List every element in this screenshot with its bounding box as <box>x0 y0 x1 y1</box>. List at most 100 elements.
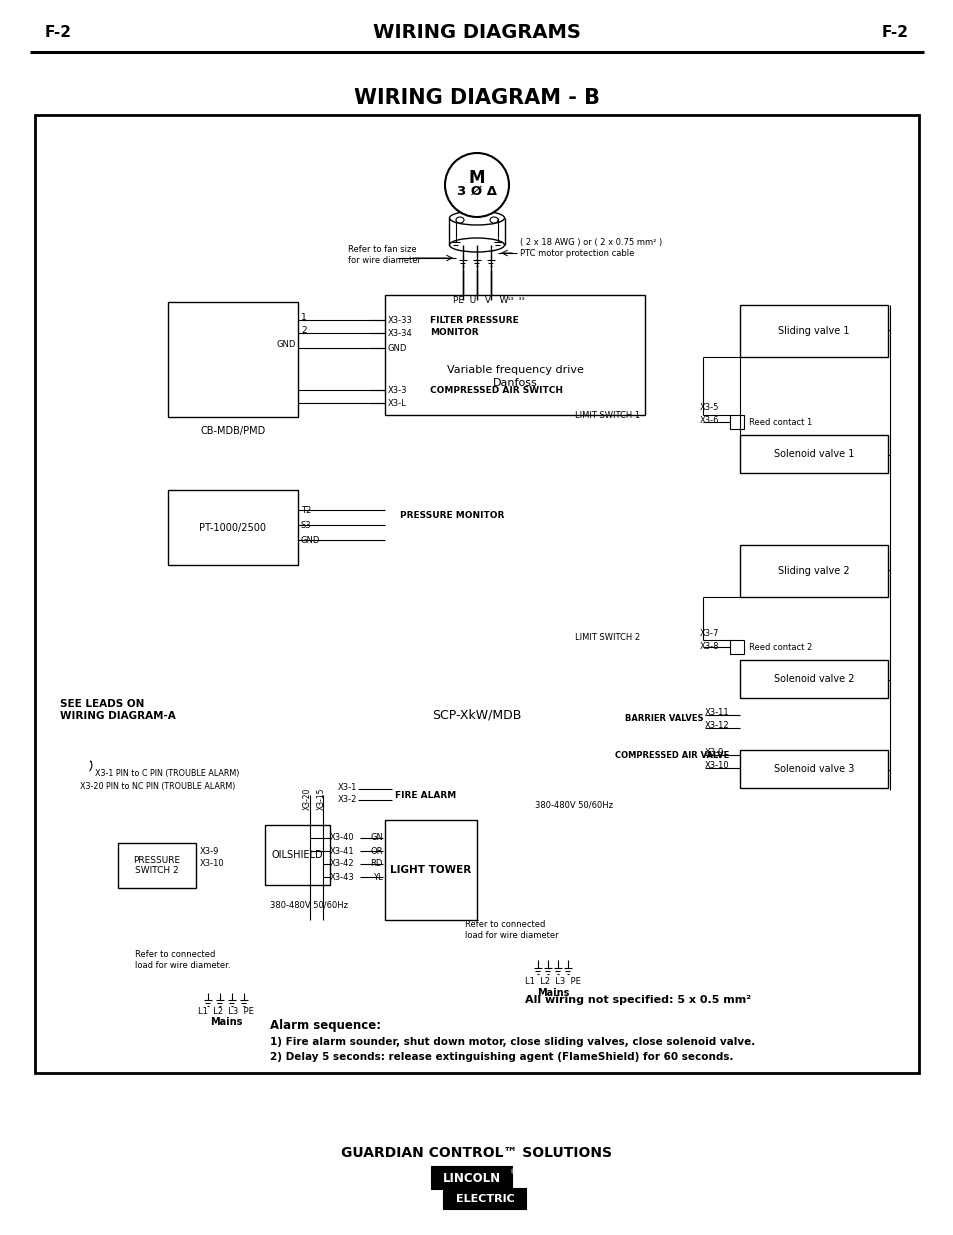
Text: YL: YL <box>373 872 382 882</box>
Text: GUARDIAN CONTROL™ SOLUTIONS: GUARDIAN CONTROL™ SOLUTIONS <box>341 1146 612 1160</box>
Text: X3-41: X3-41 <box>330 846 355 856</box>
Text: CB-MDB/PMD: CB-MDB/PMD <box>200 426 265 436</box>
Text: PE  U   V   W: PE U V W <box>453 295 508 305</box>
Text: PT-1000/2500: PT-1000/2500 <box>199 522 266 532</box>
Text: COMPRESSED AIR SWITCH: COMPRESSED AIR SWITCH <box>430 385 562 394</box>
Text: 380-480V 50/60Hz: 380-480V 50/60Hz <box>535 800 613 809</box>
Text: 2: 2 <box>301 326 306 335</box>
Text: ( 2 x 18 AWG ) or ( 2 x 0.75 mm² )
PTC motor protection cable: ( 2 x 18 AWG ) or ( 2 x 0.75 mm² ) PTC m… <box>519 238 661 258</box>
Text: X3-1: X3-1 <box>337 783 356 793</box>
Text: GN: GN <box>370 834 382 842</box>
Text: L1  L2  L3  PE: L1 L2 L3 PE <box>198 1008 253 1016</box>
Text: WIRING DIAGRAM - B: WIRING DIAGRAM - B <box>354 88 599 107</box>
Bar <box>432 1167 512 1189</box>
Text: ®: ® <box>510 1170 517 1174</box>
Bar <box>740 435 887 473</box>
Text: All wiring not specified: 5 x 0.5 mm²: All wiring not specified: 5 x 0.5 mm² <box>524 995 750 1005</box>
Text: X3-8: X3-8 <box>700 641 719 651</box>
Text: X3-20 PIN to NC PIN (TROUBLE ALARM): X3-20 PIN to NC PIN (TROUBLE ALARM) <box>80 782 235 790</box>
Text: X3-9: X3-9 <box>704 747 723 757</box>
Text: FILTER PRESSURE: FILTER PRESSURE <box>430 315 518 325</box>
Text: X3-34: X3-34 <box>388 329 413 337</box>
Text: LIGHT TOWER: LIGHT TOWER <box>390 864 471 876</box>
Text: MONITOR: MONITOR <box>430 327 478 336</box>
Text: X3-42: X3-42 <box>330 860 355 868</box>
Bar <box>740 545 887 597</box>
Text: X3-10: X3-10 <box>704 761 729 769</box>
Text: X3-12: X3-12 <box>704 720 729 730</box>
Text: Danfoss: Danfoss <box>492 378 537 388</box>
Text: SEE LEADS ON
WIRING DIAGRAM-A: SEE LEADS ON WIRING DIAGRAM-A <box>60 699 175 721</box>
Text: X3-2: X3-2 <box>337 795 356 804</box>
Text: PRESSURE MONITOR: PRESSURE MONITOR <box>399 510 504 520</box>
Text: Mains: Mains <box>537 988 569 998</box>
Text: F-2: F-2 <box>882 25 908 40</box>
Text: Sliding valve 1: Sliding valve 1 <box>778 326 849 336</box>
Text: GND: GND <box>301 536 320 545</box>
Text: FIRE ALARM: FIRE ALARM <box>395 790 456 799</box>
Bar <box>729 640 743 655</box>
Text: X3-1 PIN to C PIN (TROUBLE ALARM): X3-1 PIN to C PIN (TROUBLE ALARM) <box>95 768 239 778</box>
Bar <box>168 303 297 417</box>
Text: ELECTRIC: ELECTRIC <box>456 1194 514 1204</box>
Text: Refer to fan size
for wire diameter: Refer to fan size for wire diameter <box>348 246 420 264</box>
Bar <box>740 750 887 788</box>
Text: X3-7: X3-7 <box>700 629 719 637</box>
Text: LINCOLN: LINCOLN <box>442 1172 500 1184</box>
Text: LIMIT SWITCH 2: LIMIT SWITCH 2 <box>575 632 639 641</box>
Text: Reed contact 2: Reed contact 2 <box>748 642 811 652</box>
Bar <box>168 490 297 564</box>
Text: X3-20: X3-20 <box>302 788 312 810</box>
Text: X3-9: X3-9 <box>200 847 219 857</box>
Text: X3-10: X3-10 <box>200 858 224 867</box>
Text: 2) Delay 5 seconds: release extinguishing agent (FlameShield) for 60 seconds.: 2) Delay 5 seconds: release extinguishin… <box>270 1052 733 1062</box>
Text: Solenoid valve 1: Solenoid valve 1 <box>773 450 853 459</box>
Ellipse shape <box>449 211 504 225</box>
FancyArrowPatch shape <box>90 761 91 771</box>
Text: OR: OR <box>370 846 382 856</box>
Text: Reed contact 1: Reed contact 1 <box>748 417 811 426</box>
Text: Variable frequency drive: Variable frequency drive <box>446 366 583 375</box>
Text: X3-L: X3-L <box>388 399 406 408</box>
Text: X3-5: X3-5 <box>700 403 719 411</box>
Text: GND: GND <box>276 340 295 348</box>
Text: L1  L2  L3  PE: L1 L2 L3 PE <box>524 977 580 987</box>
Text: SCP-XkW/MDB: SCP-XkW/MDB <box>432 709 521 721</box>
Bar <box>35 115 918 1073</box>
Text: GND: GND <box>388 343 407 352</box>
Text: 1) Fire alarm sounder, shut down motor, close sliding valves, close solenoid val: 1) Fire alarm sounder, shut down motor, … <box>270 1037 755 1047</box>
Text: X3-11: X3-11 <box>704 708 729 716</box>
Text: ¹³  ³³: ¹³ ³³ <box>497 295 524 305</box>
Text: Mains: Mains <box>210 1016 242 1028</box>
Text: T2: T2 <box>301 505 311 515</box>
Text: 380-480V 50/60Hz: 380-480V 50/60Hz <box>270 900 348 909</box>
Bar <box>443 1189 525 1209</box>
Circle shape <box>444 153 509 217</box>
Bar <box>385 820 476 920</box>
Text: 1: 1 <box>301 312 307 321</box>
Text: Sliding valve 2: Sliding valve 2 <box>778 566 849 576</box>
Text: X3-15: X3-15 <box>316 788 325 810</box>
Text: X3-43: X3-43 <box>330 872 355 882</box>
Text: OILSHIELD: OILSHIELD <box>272 850 323 860</box>
Text: Refer to connected
load for wire diameter.: Refer to connected load for wire diamete… <box>135 950 231 969</box>
Text: F-2: F-2 <box>45 25 71 40</box>
Bar <box>385 295 644 415</box>
Text: COMPRESSED AIR VALVE: COMPRESSED AIR VALVE <box>615 751 728 760</box>
Text: RD: RD <box>370 860 382 868</box>
Text: Solenoid valve 3: Solenoid valve 3 <box>773 764 853 774</box>
Text: LIMIT SWITCH 1: LIMIT SWITCH 1 <box>575 410 639 420</box>
Text: Refer to connected
load for wire diameter: Refer to connected load for wire diamete… <box>464 920 558 940</box>
Text: Solenoid valve 2: Solenoid valve 2 <box>773 674 853 684</box>
Text: S3: S3 <box>301 520 312 530</box>
Text: Alarm sequence:: Alarm sequence: <box>270 1019 381 1031</box>
Text: BARRIER VALVES: BARRIER VALVES <box>624 714 702 722</box>
Text: WIRING DIAGRAMS: WIRING DIAGRAMS <box>373 22 580 42</box>
Ellipse shape <box>490 217 497 224</box>
Text: X3-6: X3-6 <box>700 415 719 425</box>
Text: PRESSURE
SWITCH 2: PRESSURE SWITCH 2 <box>133 856 180 876</box>
Ellipse shape <box>456 217 463 224</box>
Bar <box>729 415 743 429</box>
Bar <box>740 659 887 698</box>
Bar <box>740 305 887 357</box>
